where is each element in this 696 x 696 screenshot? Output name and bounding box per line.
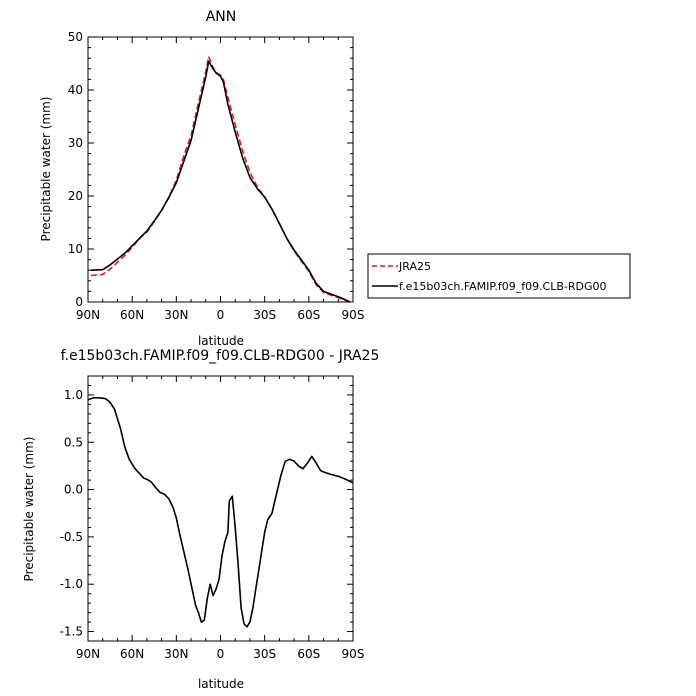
bottom-chart-x-tick-label: 30N — [164, 647, 188, 661]
bottom-chart-y-tick-label: 1.0 — [64, 388, 83, 402]
bottom-chart-x-tick-label: 90S — [342, 647, 365, 661]
top-chart-panel: ANN Precipitable water (mm) latitude 90N… — [39, 9, 364, 348]
legend-label-model: f.e15b03ch.FAMIP.f09_f09.CLB-RDG00 — [399, 280, 607, 293]
bottom-chart-series-line-0 — [87, 396, 354, 628]
bottom-chart-plot-area: 90N 60N 30N 0 30S 60S 90S 1.0 0.5 0.0 -0.5 -1.0 -1.5 — [60, 375, 365, 661]
top-chart-y-tick-label: 40 — [68, 83, 83, 97]
top-chart-x-tick-label: 90S — [342, 308, 365, 322]
bottom-chart-x-axis-label: latitude — [198, 677, 244, 691]
top-chart-series-line-0 — [90, 55, 351, 303]
top-chart-y-tick-label: 20 — [68, 189, 83, 203]
top-chart-series-line-1 — [90, 60, 351, 303]
top-chart-x-tick-label: 30N — [164, 308, 188, 322]
top-chart-y-axis-label: Precipitable water (mm) — [39, 97, 53, 242]
bottom-chart-plot-frame — [87, 375, 354, 642]
bottom-chart-x-tick-label: 60N — [120, 647, 144, 661]
top-chart-x-tick-label: 30S — [253, 308, 276, 322]
bottom-chart-y-tick-label: 0.0 — [64, 483, 83, 497]
top-chart-x-tick-label: 0 — [217, 308, 225, 322]
bottom-chart-y-tick-label: 0.5 — [64, 435, 83, 449]
top-chart-y-tick-label: 10 — [68, 242, 83, 256]
bottom-chart-title: f.e15b03ch.FAMIP.f09_f09.CLB-RDG00 - JRA… — [61, 348, 380, 364]
bottom-chart-x-tick-label: 60S — [297, 647, 320, 661]
bottom-chart-x-tick-label: 30S — [253, 647, 276, 661]
top-chart-x-tick-label: 60N — [120, 308, 144, 322]
legend-label-jra25: JRA25 — [398, 260, 431, 273]
top-chart-title: ANN — [206, 9, 237, 25]
top-chart-x-tick-label: 60S — [297, 308, 320, 322]
bottom-chart-panel: f.e15b03ch.FAMIP.f09_f09.CLB-RDG00 - JRA… — [22, 348, 379, 691]
bottom-chart-x-tick-label: 90N — [76, 647, 100, 661]
top-chart-y-tick-label: 30 — [68, 136, 83, 150]
bottom-chart-y-tick-label: -0.5 — [60, 530, 83, 544]
legend-box — [367, 253, 631, 299]
bottom-chart-y-tick-label: -1.5 — [60, 625, 83, 639]
top-chart-y-tick-label: 0 — [75, 295, 83, 309]
bottom-chart-x-tick-label: 0 — [217, 647, 225, 661]
top-chart-y-tick-label: 50 — [68, 30, 83, 44]
top-chart-legend: JRA25 f.e15b03ch.FAMIP.f09_f09.CLB-RDG00 — [367, 253, 631, 299]
top-chart-plot-area: 90N 60N 30N 0 30S 60S 90S 0 10 20 30 40 50 — [68, 30, 365, 322]
bottom-chart-y-tick-label: -1.0 — [60, 577, 83, 591]
bottom-chart-y-axis-label: Precipitable water (mm) — [22, 437, 36, 582]
top-chart-x-tick-label: 90N — [76, 308, 100, 322]
top-chart-x-axis-label: latitude — [198, 334, 244, 348]
